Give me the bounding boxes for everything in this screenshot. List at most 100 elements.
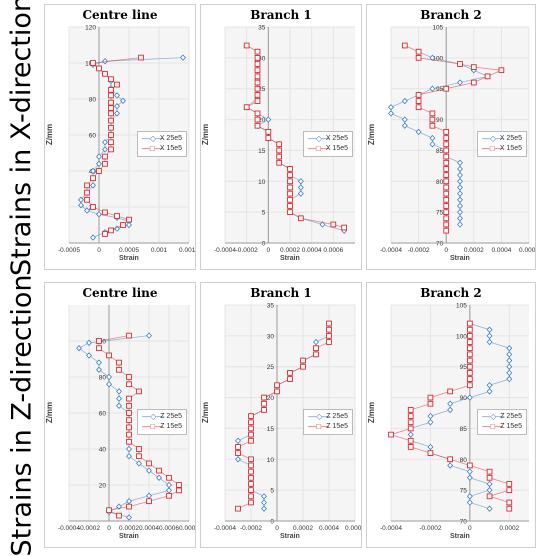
y-tick-label: 15	[267, 426, 275, 433]
data-point-diamond	[136, 460, 142, 467]
data-point-square	[287, 166, 293, 172]
x-tick-label: 0.0005	[119, 247, 139, 254]
data-point-diamond	[116, 395, 122, 402]
data-point-square	[467, 351, 473, 358]
data-point-square	[176, 487, 182, 494]
data-point-square	[84, 182, 90, 189]
legend: —◇— Z 25e5 —□— Z 15e5	[303, 408, 353, 435]
data-point-square	[108, 105, 114, 111]
data-point-square	[102, 231, 108, 237]
data-point-square	[254, 79, 261, 86]
data-point-square	[407, 413, 414, 419]
data-point-diamond	[90, 182, 96, 189]
legend-label: X 25e5	[159, 134, 182, 142]
data-point-square	[313, 345, 319, 352]
data-point-square	[467, 382, 473, 389]
data-point-diamond	[457, 221, 463, 228]
y-tick-label: 0	[270, 519, 274, 526]
data-point-square	[457, 61, 463, 67]
data-point-square	[261, 400, 267, 407]
data-point-square	[102, 70, 108, 77]
data-point-square	[407, 407, 414, 413]
data-point-square	[287, 172, 293, 178]
data-point-square	[248, 431, 254, 438]
x-tick-label: 0	[468, 525, 472, 532]
data-point-square	[467, 326, 473, 333]
data-point-square	[126, 410, 132, 416]
data-point-square	[96, 168, 102, 174]
legend-label: Z 15e5	[326, 422, 348, 430]
y-tick-label: 10	[258, 179, 266, 186]
data-point-square	[443, 153, 450, 160]
data-point-square	[415, 92, 422, 98]
legend-label: X 15e5	[159, 144, 182, 152]
y-axis-label: Z/mm	[45, 401, 55, 424]
data-point-diamond	[486, 382, 493, 389]
legend-label: Z 25e5	[326, 412, 348, 420]
square-marker-icon: —□—	[308, 421, 330, 431]
data-point-diamond	[457, 159, 463, 166]
data-point-square	[254, 92, 261, 98]
legend-entry: —□— X 15e5	[142, 144, 182, 154]
data-point-square	[248, 499, 254, 506]
y-tick-label: 105	[432, 25, 443, 32]
y-tick-label: 85	[460, 426, 468, 433]
data-point-square	[407, 437, 414, 444]
data-point-square	[486, 493, 493, 500]
data-point-diamond	[401, 97, 408, 105]
data-point-square	[443, 178, 450, 185]
x-tick-label: -0.0002	[240, 525, 262, 532]
data-point-square	[126, 381, 132, 388]
data-point-square	[243, 104, 250, 111]
x-tick-label: 0.0002	[464, 247, 484, 254]
data-point-diamond	[96, 153, 102, 160]
data-point-square	[108, 139, 114, 146]
data-point-square	[248, 462, 254, 469]
data-point-diamond	[120, 97, 126, 104]
diamond-marker-icon: —◇—	[482, 411, 505, 421]
data-point-square	[106, 352, 112, 359]
data-point-square	[287, 376, 293, 382]
data-point-diamond	[114, 103, 120, 110]
chart-z-branch-2: Branch 2 -0.0004 -0.0002 0 0.0002 70 75 80 85 90 9…	[366, 282, 536, 548]
x-tick-label: 0.0002	[499, 525, 519, 532]
data-point-diamond	[180, 54, 186, 61]
data-point-square	[248, 425, 254, 432]
x-tick-label: -0.0004	[380, 525, 402, 532]
data-point-diamond	[102, 58, 108, 65]
data-point-square	[248, 481, 254, 487]
data-point-square	[486, 468, 493, 475]
x-tick-label: -0.0002	[78, 525, 100, 532]
data-point-diamond	[457, 196, 463, 203]
y-tick-label: 5	[270, 488, 274, 495]
data-point-diamond	[235, 456, 241, 463]
row-label-x: Strains in X-direction	[6, 0, 38, 276]
data-point-square	[388, 431, 394, 438]
data-point-diamond	[407, 431, 414, 438]
data-point-square	[116, 359, 122, 366]
data-point-square	[248, 487, 254, 493]
legend-label: X 15e5	[499, 144, 522, 152]
data-point-diamond	[86, 352, 92, 359]
data-point-square	[96, 65, 102, 72]
data-point-diamond	[319, 221, 326, 228]
y-tick-label: 75	[436, 210, 444, 217]
y-tick-label: 35	[258, 25, 266, 32]
data-point-diamond	[76, 345, 82, 352]
data-point-diamond	[506, 357, 513, 364]
data-point-square	[126, 438, 132, 445]
data-point-square	[443, 172, 450, 178]
data-point-diamond	[297, 184, 304, 191]
data-point-square	[108, 76, 114, 83]
data-point-square	[108, 227, 114, 234]
data-point-square	[467, 363, 473, 370]
chart-title: Centre line	[82, 286, 158, 300]
y-tick-label: 80	[99, 375, 107, 382]
data-point-square	[415, 48, 422, 55]
data-point-diamond	[297, 178, 304, 185]
data-point-square	[102, 160, 108, 167]
data-point-diamond	[447, 406, 454, 414]
y-axis-label: Z/mm	[201, 401, 211, 424]
data-point-diamond	[429, 134, 436, 142]
square-marker-icon: —□—	[141, 143, 163, 153]
